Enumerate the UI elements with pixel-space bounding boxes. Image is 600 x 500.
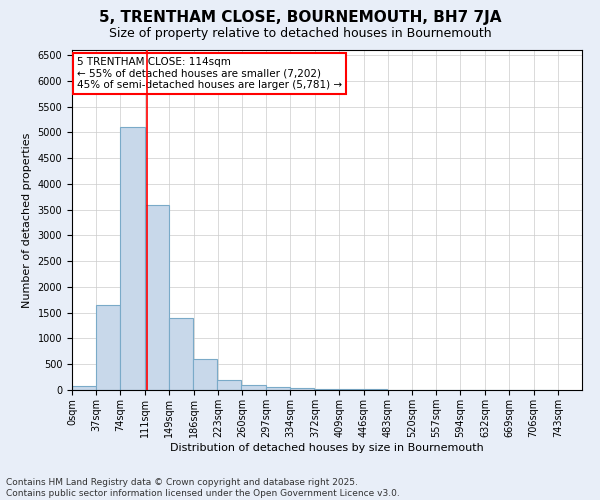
Bar [121, 128, 145, 390]
Bar [193, 359, 217, 390]
Bar [241, 386, 266, 390]
Bar [217, 380, 241, 390]
Text: Contains HM Land Registry data © Crown copyright and database right 2025.
Contai: Contains HM Land Registry data © Crown c… [6, 478, 400, 498]
X-axis label: Distribution of detached houses by size in Bournemouth: Distribution of detached houses by size … [170, 442, 484, 452]
Bar [145, 204, 169, 390]
Bar [266, 388, 290, 390]
Bar [338, 389, 362, 390]
Text: Size of property relative to detached houses in Bournemouth: Size of property relative to detached ho… [109, 28, 491, 40]
Bar [72, 386, 96, 390]
Y-axis label: Number of detached properties: Number of detached properties [22, 132, 32, 308]
Text: 5 TRENTHAM CLOSE: 114sqm
← 55% of detached houses are smaller (7,202)
45% of sem: 5 TRENTHAM CLOSE: 114sqm ← 55% of detach… [77, 57, 342, 90]
Bar [169, 318, 193, 390]
Bar [96, 305, 121, 390]
Bar [290, 388, 314, 390]
Bar [314, 389, 338, 390]
Text: 5, TRENTHAM CLOSE, BOURNEMOUTH, BH7 7JA: 5, TRENTHAM CLOSE, BOURNEMOUTH, BH7 7JA [99, 10, 501, 25]
